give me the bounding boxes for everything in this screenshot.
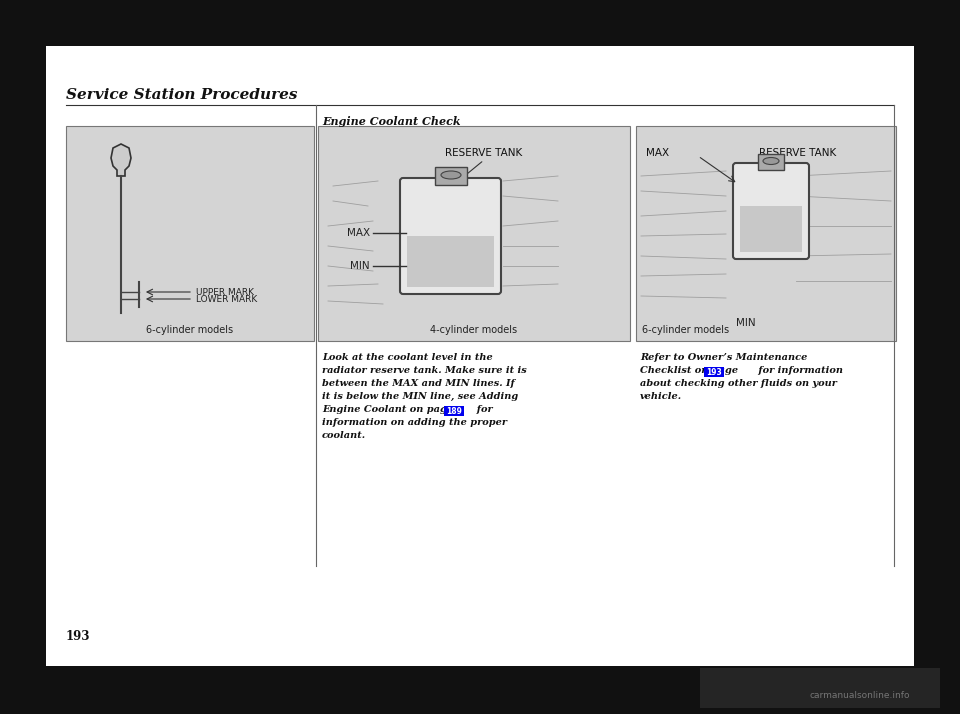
Text: 189: 189: [446, 406, 462, 416]
Text: 193: 193: [66, 630, 90, 643]
Bar: [318, 126, 630, 341]
Text: between the MAX and MIN lines. If: between the MAX and MIN lines. If: [322, 379, 515, 388]
Text: 193: 193: [707, 368, 722, 376]
Text: UPPER MARK: UPPER MARK: [196, 288, 254, 296]
Text: RESERVE TANK: RESERVE TANK: [758, 148, 836, 158]
Bar: [636, 126, 896, 341]
Text: it is below the MIN line, see Adding: it is below the MIN line, see Adding: [322, 392, 518, 401]
Text: vehicle.: vehicle.: [640, 392, 683, 401]
Text: 6-cylinder models: 6-cylinder models: [642, 325, 730, 335]
Ellipse shape: [763, 158, 779, 164]
Ellipse shape: [441, 171, 461, 179]
Text: information on adding the proper: information on adding the proper: [322, 418, 507, 427]
Text: Service Station Procedures: Service Station Procedures: [66, 88, 298, 102]
Text: LOWER MARK: LOWER MARK: [196, 294, 257, 303]
FancyBboxPatch shape: [400, 178, 501, 294]
Bar: [435, 167, 467, 185]
Text: Checklist on page      for information: Checklist on page for information: [640, 366, 843, 375]
Text: MIN: MIN: [350, 261, 370, 271]
Bar: [66, 126, 314, 341]
Bar: [758, 154, 784, 170]
Bar: [0, 666, 960, 714]
FancyBboxPatch shape: [733, 163, 809, 259]
Text: MAX: MAX: [347, 228, 370, 238]
Text: about checking other fluids on your: about checking other fluids on your: [640, 379, 837, 388]
Bar: [700, 668, 940, 708]
Polygon shape: [111, 144, 131, 176]
Text: 4-cylinder models: 4-cylinder models: [430, 325, 517, 335]
Text: MAX: MAX: [646, 148, 669, 158]
Bar: [46, 46, 914, 666]
Text: MIN: MIN: [736, 318, 756, 328]
Bar: [444, 406, 464, 416]
Bar: [740, 206, 802, 252]
Text: 6-cylinder models: 6-cylinder models: [147, 325, 233, 335]
Text: Look at the coolant level in the: Look at the coolant level in the: [322, 353, 492, 362]
Text: carmanualsonline.info: carmanualsonline.info: [809, 691, 910, 700]
Text: Engine Coolant Check: Engine Coolant Check: [322, 116, 461, 127]
Text: coolant.: coolant.: [322, 431, 366, 440]
Bar: [407, 236, 494, 287]
Text: Engine Coolant on page       for: Engine Coolant on page for: [322, 405, 492, 414]
Text: RESERVE TANK: RESERVE TANK: [445, 148, 522, 158]
Bar: [704, 367, 724, 377]
Text: Refer to Owner’s Maintenance: Refer to Owner’s Maintenance: [640, 353, 807, 362]
Text: radiator reserve tank. Make sure it is: radiator reserve tank. Make sure it is: [322, 366, 527, 375]
